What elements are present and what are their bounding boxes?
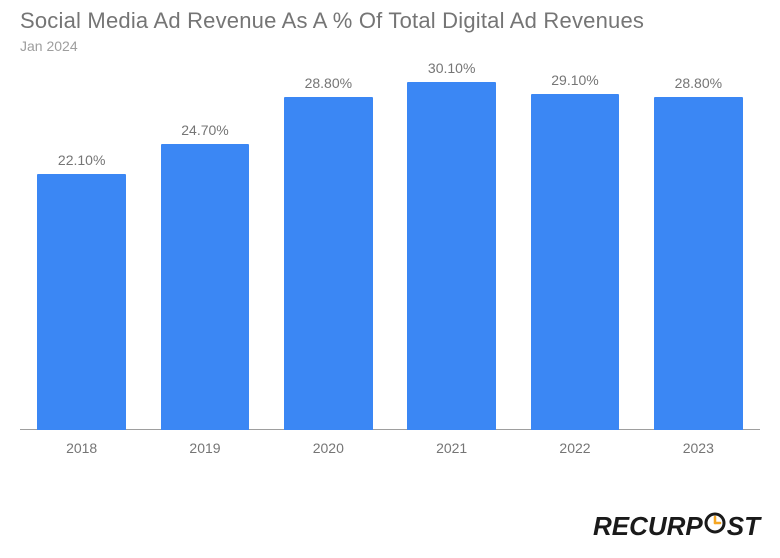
bar-value-label: 24.70% <box>143 122 266 138</box>
clock-icon <box>704 512 726 539</box>
bar <box>161 144 250 430</box>
bar-value-label: 28.80% <box>267 75 390 91</box>
bar-slot: 22.10% 2018 <box>20 60 143 460</box>
chart-plot-area: 22.10% 2018 24.70% 2019 28.80% 2020 30.10% 2021… <box>20 60 760 460</box>
chart-container: Social Media Ad Revenue As A % Of Total … <box>0 0 780 558</box>
x-axis-label: 2020 <box>267 440 390 456</box>
bar-value-label: 29.10% <box>513 72 636 88</box>
x-axis-label: 2018 <box>20 440 143 456</box>
bar-slot: 30.10% 2021 <box>390 60 513 460</box>
bar-slot: 29.10% 2022 <box>513 60 636 460</box>
bar <box>654 97 743 430</box>
bar-slot: 24.70% 2019 <box>143 60 266 460</box>
chart-subtitle: Jan 2024 <box>20 38 78 54</box>
logo-text-after: ST <box>727 511 760 542</box>
x-axis-label: 2023 <box>637 440 760 456</box>
bar-slot: 28.80% 2020 <box>267 60 390 460</box>
bar <box>531 94 620 430</box>
bar-slot: 28.80% 2023 <box>637 60 760 460</box>
x-axis-label: 2022 <box>513 440 636 456</box>
x-axis-label: 2019 <box>143 440 266 456</box>
bar <box>284 97 373 430</box>
bar-value-label: 22.10% <box>20 152 143 168</box>
chart-title: Social Media Ad Revenue As A % Of Total … <box>20 8 644 34</box>
bar <box>37 174 126 430</box>
bar-value-label: 28.80% <box>637 75 760 91</box>
brand-logo: RECURP ST <box>593 511 760 542</box>
logo-text-before: RECURP <box>593 511 703 542</box>
bar <box>407 82 496 430</box>
bar-value-label: 30.10% <box>390 60 513 76</box>
x-axis-label: 2021 <box>390 440 513 456</box>
